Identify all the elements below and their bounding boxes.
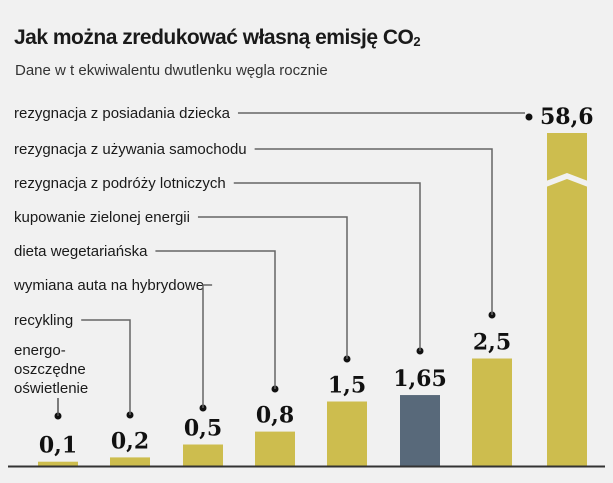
category-label: kupowanie zielonej energii bbox=[14, 209, 190, 226]
bar bbox=[38, 461, 78, 466]
category-label: recykling bbox=[14, 312, 73, 329]
leader-line bbox=[233, 182, 421, 351]
chart-title: Jak można zredukować własną emisję CO2 bbox=[14, 26, 421, 49]
bar bbox=[400, 395, 440, 466]
bar bbox=[183, 444, 223, 466]
category-label: rezygnacja z posiadania dziecka bbox=[14, 105, 231, 122]
bar bbox=[110, 457, 150, 466]
bar bbox=[327, 401, 367, 466]
leader-line bbox=[254, 148, 493, 315]
value-label: 0,2 bbox=[111, 428, 149, 454]
value-label: 58,6 bbox=[540, 104, 594, 130]
leader-line bbox=[155, 250, 276, 389]
leader-line bbox=[81, 319, 131, 415]
chart-subtitle: Dane w t ekwiwalentu dwutlenku węgla roc… bbox=[15, 62, 328, 79]
bar bbox=[472, 358, 512, 466]
category-label: oświetlenie bbox=[14, 380, 88, 397]
leader-line bbox=[197, 216, 348, 359]
value-label: 0,1 bbox=[39, 433, 77, 459]
value-label: 0,5 bbox=[184, 416, 222, 442]
value-label: 0,8 bbox=[256, 403, 294, 429]
leader-dot bbox=[525, 113, 533, 121]
category-label: wymiana auta na hybrydowe bbox=[13, 277, 204, 294]
value-label: 1,5 bbox=[328, 373, 366, 399]
category-label: dieta wegetariańska bbox=[14, 243, 148, 260]
category-label: rezygnacja z używania samochodu bbox=[14, 141, 247, 158]
category-label: energo- bbox=[14, 342, 66, 359]
category-label: oszczędne bbox=[14, 361, 86, 378]
axis-break-mark bbox=[546, 173, 588, 187]
bar bbox=[547, 133, 587, 466]
leader-line bbox=[202, 284, 213, 408]
category-label: rezygnacja z podróży lotniczych bbox=[14, 175, 226, 192]
value-label: 2,5 bbox=[473, 330, 511, 356]
bar bbox=[255, 431, 295, 466]
value-label: 1,65 bbox=[393, 366, 447, 392]
